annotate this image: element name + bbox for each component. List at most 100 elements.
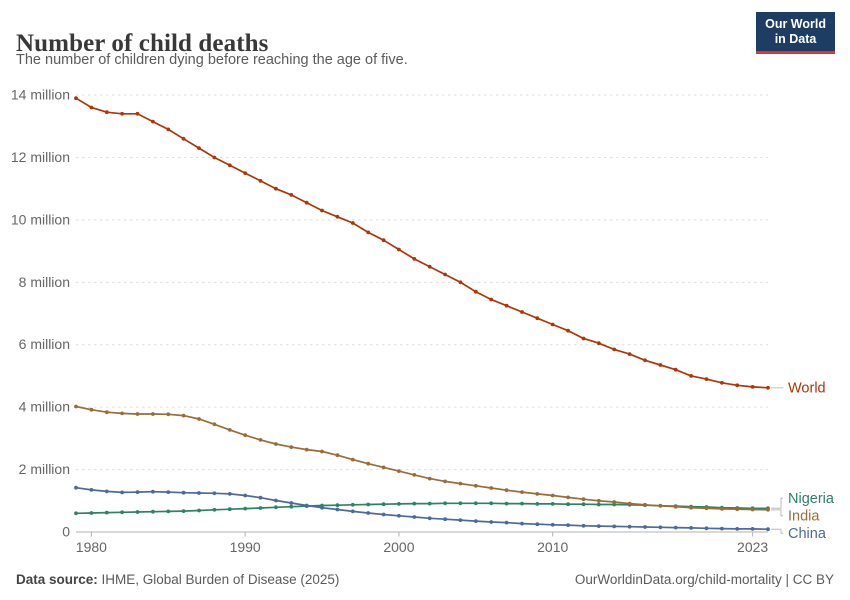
- data-point: [89, 407, 94, 412]
- data-point: [320, 449, 324, 454]
- data-point: [258, 506, 263, 510]
- legend-connector: [771, 509, 783, 517]
- data-point: [458, 501, 463, 506]
- data-point: [596, 341, 601, 346]
- data-point: [181, 490, 186, 495]
- data-point: [735, 383, 740, 388]
- data-point: [443, 272, 447, 277]
- data-point: [612, 500, 617, 504]
- line-chart[interactable]: 0 2 million 4 million 6 million 8 million 10 …: [0, 75, 850, 560]
- data-point: [596, 498, 601, 503]
- license-link[interactable]: OurWorldinData.org/child-mortality | CC …: [574, 572, 834, 587]
- data-point: [350, 502, 355, 507]
- data-point: [381, 512, 386, 517]
- data-point: [197, 491, 201, 495]
- data-point: [581, 497, 586, 502]
- data-point: [258, 179, 263, 183]
- data-point: [550, 522, 555, 527]
- data-point: [520, 521, 524, 526]
- data-point: [535, 492, 540, 496]
- data-point: [151, 489, 155, 494]
- data-point: [566, 328, 570, 333]
- data-point: [504, 501, 509, 506]
- page-title: Number of child deaths: [16, 29, 269, 57]
- data-point: [473, 289, 478, 294]
- owid-logo-line1: Our World: [765, 17, 826, 31]
- data-source-text: IHME, Global Burden of Disease (2025): [97, 572, 340, 587]
- y-axis-tick-label: 14 million: [11, 87, 70, 103]
- data-point: [135, 510, 140, 514]
- data-point: [243, 493, 248, 498]
- data-point: [366, 461, 371, 466]
- chart-subtitle: The number of children dying before reac…: [16, 52, 408, 68]
- data-point: [104, 489, 109, 494]
- data-point: [766, 527, 770, 532]
- legend-label-world[interactable]: World: [788, 380, 826, 396]
- data-point: [520, 490, 524, 494]
- series-nigeria[interactable]: [74, 501, 770, 516]
- data-point: [627, 352, 632, 356]
- data-point: [258, 495, 263, 500]
- y-axis-tick-label: 6 million: [19, 336, 70, 352]
- data-point: [366, 502, 371, 507]
- data-point: [212, 155, 217, 160]
- data-point: [335, 214, 340, 219]
- data-point: [89, 105, 94, 110]
- data-point: [689, 526, 693, 530]
- data-point: [350, 509, 355, 514]
- data-point: [227, 492, 232, 496]
- data-point: [120, 510, 124, 515]
- data-point: [689, 505, 693, 510]
- data-point: [74, 511, 78, 516]
- data-point: [104, 510, 109, 515]
- series-line: [75, 486, 769, 531]
- data-point: [596, 524, 601, 528]
- data-point: [643, 525, 647, 529]
- data-point: [89, 488, 94, 492]
- data-point: [735, 507, 740, 512]
- data-point: [581, 502, 586, 507]
- data-point: [212, 507, 217, 512]
- legend-label-nigeria[interactable]: Nigeria: [788, 491, 835, 507]
- data-point: [489, 297, 494, 302]
- series-china[interactable]: [74, 485, 770, 532]
- data-point: [458, 518, 463, 522]
- y-axis-tick-label: 4 million: [19, 399, 70, 415]
- data-point: [289, 504, 294, 509]
- data-point: [535, 502, 540, 506]
- data-point: [412, 473, 417, 477]
- data-point: [74, 485, 78, 490]
- data-point: [212, 491, 217, 496]
- data-point: [673, 504, 678, 509]
- data-point: [135, 412, 140, 416]
- data-point: [443, 501, 447, 506]
- data-point: [489, 501, 494, 506]
- data-point: [166, 412, 171, 417]
- data-point: [520, 310, 524, 314]
- legend-label-china[interactable]: China: [788, 526, 827, 542]
- y-axis-tick-label: 10 million: [11, 211, 70, 227]
- data-point: [397, 502, 401, 506]
- legend-connector: [771, 528, 783, 534]
- legend-label-india[interactable]: India: [788, 508, 820, 524]
- data-point: [735, 527, 740, 531]
- data-point: [243, 506, 248, 511]
- data-point: [135, 111, 140, 116]
- series-world[interactable]: [74, 96, 770, 390]
- data-point: [350, 221, 355, 225]
- data-point: [412, 501, 417, 506]
- data-point: [304, 447, 309, 452]
- data-point: [366, 230, 371, 235]
- series-india[interactable]: [74, 404, 770, 512]
- data-point: [566, 495, 570, 500]
- data-point: [397, 469, 401, 473]
- data-point: [520, 501, 524, 506]
- data-point: [612, 524, 617, 529]
- data-point: [335, 453, 340, 458]
- data-point: [627, 501, 632, 506]
- owid-logo[interactable]: Our World in Data: [756, 12, 835, 54]
- data-point: [473, 483, 478, 488]
- data-point: [427, 516, 432, 521]
- data-point: [750, 507, 755, 512]
- data-point: [274, 505, 278, 510]
